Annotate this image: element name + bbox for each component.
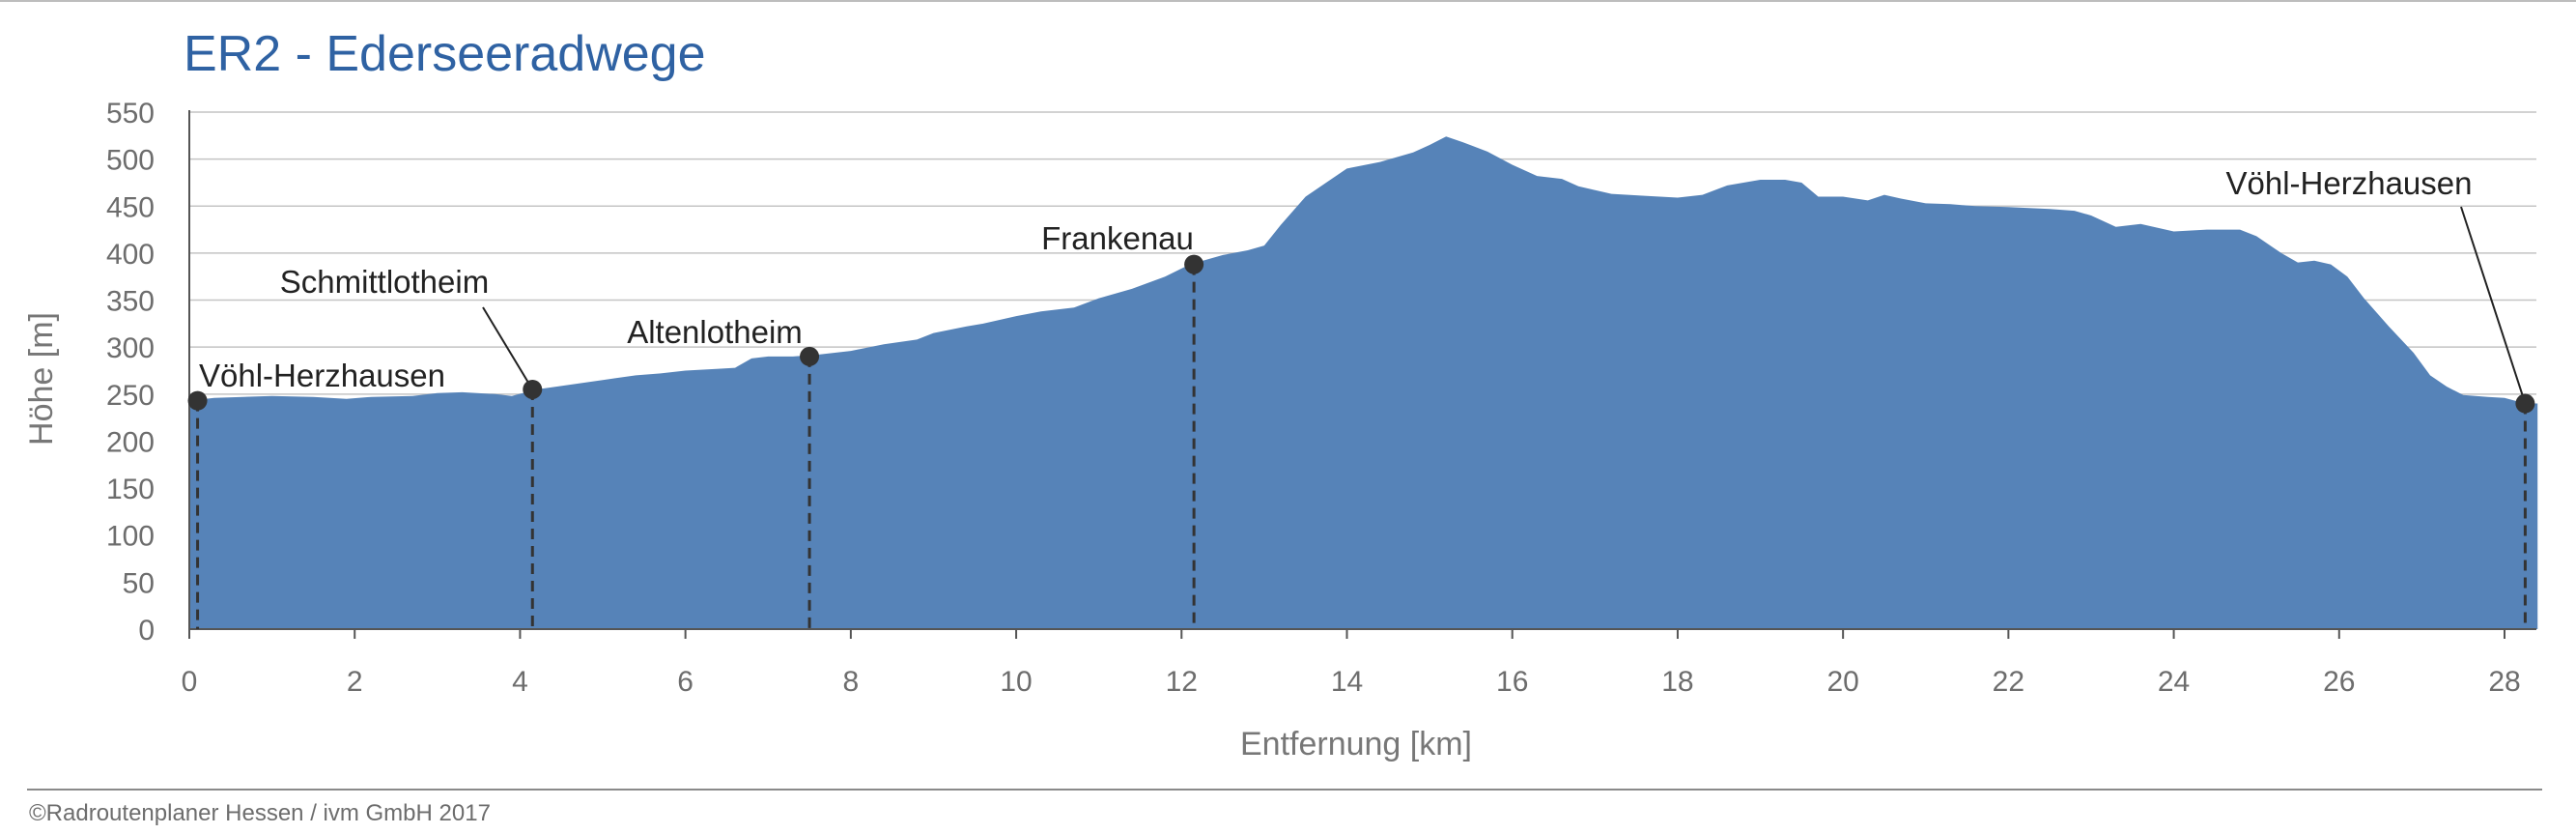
waypoint-label: Vöhl-Herzhausen [2226, 165, 2473, 201]
waypoint-marker [2515, 393, 2535, 414]
x-tick-label: 0 [182, 666, 198, 698]
x-tick-label: 4 [512, 666, 528, 698]
x-tick-label: 20 [1826, 666, 1858, 698]
waypoint-marker [800, 346, 820, 366]
y-tick-label: 0 [138, 615, 155, 647]
y-tick-label: 50 [123, 567, 155, 599]
x-tick-label: 28 [2488, 666, 2520, 698]
waypoint-label: Altenlotheim [627, 314, 803, 350]
x-tick-labels: 0 2 4 6 8 10 12 14 16 18 20 22 24 26 28 [182, 629, 2521, 698]
waypoint-leader-line [482, 306, 534, 390]
x-tick-label: 16 [1496, 666, 1528, 698]
x-tick-label: 8 [843, 666, 860, 698]
waypoint-leader-line [2460, 206, 2527, 404]
x-tick-label: 10 [1000, 666, 1032, 698]
x-tick-label: 6 [677, 666, 694, 698]
y-tick-label: 100 [106, 521, 155, 553]
chart-title: ER2 - Ederseeradwege [184, 26, 706, 82]
waypoint-label: Vöhl-Herzhausen [199, 358, 445, 393]
waypoint-marker [187, 390, 208, 411]
y-tick-label: 450 [106, 191, 155, 223]
waypoint-label: Schmittlotheim [280, 264, 489, 300]
x-tick-label: 2 [347, 666, 363, 698]
y-tick-label: 300 [106, 332, 155, 364]
x-tick-label: 22 [1993, 666, 2024, 698]
elevation-area-layer [189, 136, 2538, 630]
y-tick-label: 150 [106, 474, 155, 505]
y-axis-label: Höhe [m] [23, 312, 60, 446]
x-axis-label: Entfernung [km] [1240, 726, 1472, 762]
x-tick-label: 26 [2323, 666, 2355, 698]
x-tick-label: 24 [2158, 666, 2190, 698]
y-tick-label: 500 [106, 145, 155, 177]
x-tick-label: 12 [1166, 666, 1198, 698]
axes [188, 110, 2536, 630]
elevation-area [189, 136, 2538, 630]
y-tick-labels: 0 50 100 150 200 250 300 350 400 450 500 550 [106, 98, 155, 647]
y-tick-label: 200 [106, 426, 155, 458]
x-tick-label: 18 [1661, 666, 1693, 698]
waypoint-marker [523, 379, 543, 399]
waypoint-markers: Vöhl-Herzhausen Schmittlotheim Altenlothei… [187, 165, 2535, 629]
y-tick-label: 350 [106, 286, 155, 318]
footer-credit: ©Radroutenplaner Hessen / ivm GmbH 2017 [29, 800, 491, 826]
waypoint-marker [1184, 254, 1204, 274]
waypoint-label: Frankenau [1041, 220, 1194, 256]
x-tick-label: 14 [1331, 666, 1363, 698]
y-tick-label: 550 [106, 98, 155, 129]
y-tick-label: 250 [106, 380, 155, 412]
y-tick-label: 400 [106, 239, 155, 271]
